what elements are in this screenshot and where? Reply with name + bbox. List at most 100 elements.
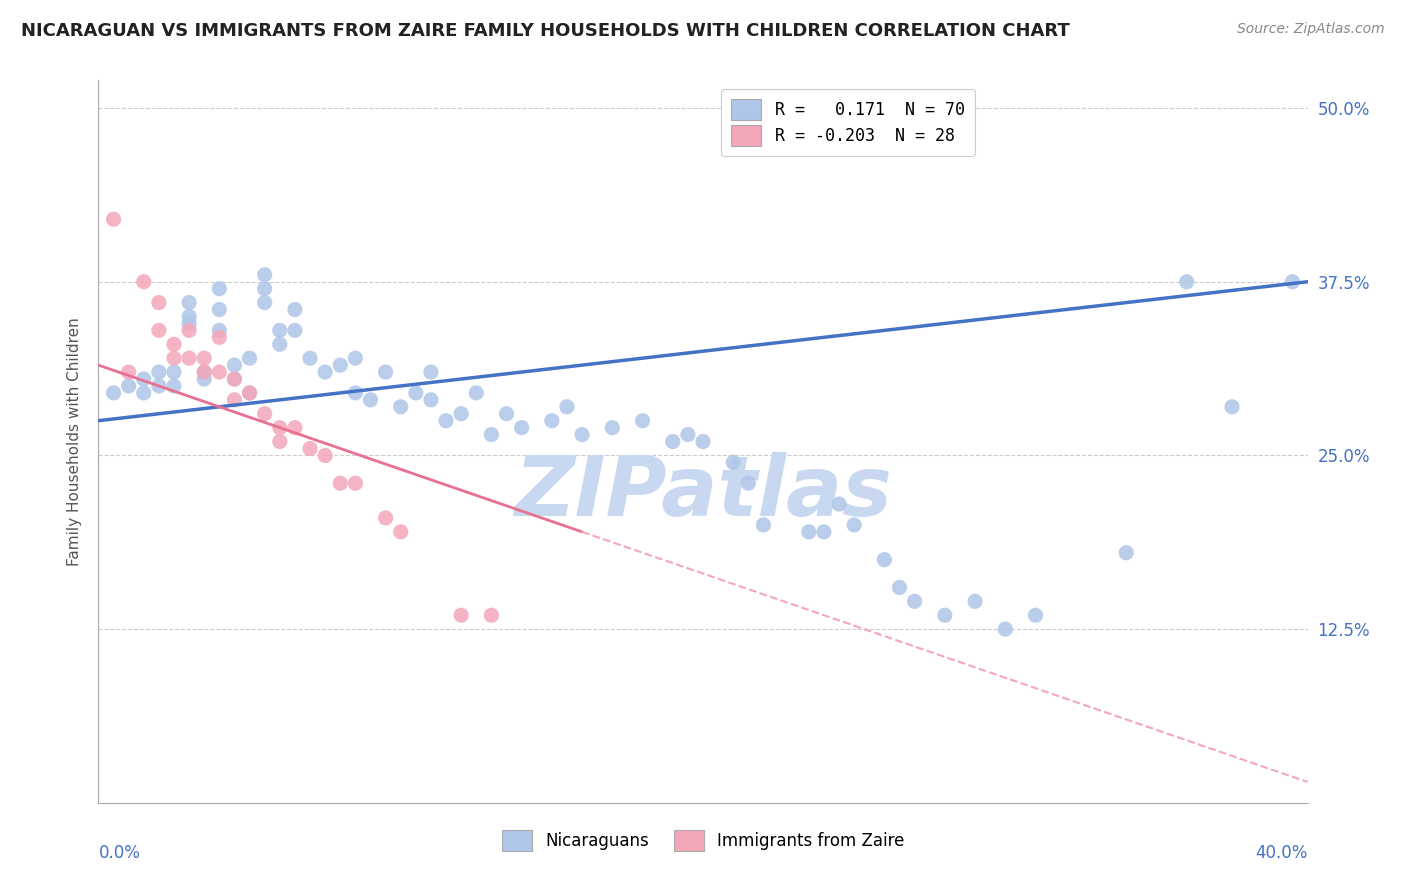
Point — [253, 295, 276, 310]
Point — [103, 212, 125, 227]
Point — [269, 323, 291, 337]
Y-axis label: Family Households with Children: Family Households with Children — [66, 318, 82, 566]
Point — [1220, 400, 1243, 414]
Point — [224, 372, 246, 386]
Point — [163, 351, 186, 366]
Point — [118, 379, 141, 393]
Point — [571, 427, 593, 442]
Point — [118, 365, 141, 379]
Point — [934, 608, 956, 623]
Point — [904, 594, 927, 608]
Point — [889, 581, 911, 595]
Point — [314, 365, 336, 379]
Point — [193, 365, 215, 379]
Point — [253, 282, 276, 296]
Text: Source: ZipAtlas.com: Source: ZipAtlas.com — [1237, 22, 1385, 37]
Point — [269, 420, 291, 434]
Point — [329, 476, 352, 491]
Point — [253, 407, 276, 421]
Point — [344, 351, 367, 366]
Point — [994, 622, 1017, 636]
Point — [1281, 275, 1303, 289]
Point — [179, 310, 201, 324]
Point — [797, 524, 820, 539]
Point — [208, 282, 231, 296]
Point — [1175, 275, 1198, 289]
Point — [344, 476, 367, 491]
Point — [253, 268, 276, 282]
Point — [481, 427, 503, 442]
Point — [284, 420, 307, 434]
Point — [965, 594, 987, 608]
Point — [314, 449, 336, 463]
Point — [450, 608, 472, 623]
Point — [374, 511, 396, 525]
Point — [555, 400, 578, 414]
Point — [193, 351, 215, 366]
Point — [179, 295, 201, 310]
Point — [360, 392, 382, 407]
Point — [661, 434, 683, 449]
Point — [844, 517, 866, 532]
Point — [132, 275, 155, 289]
Text: 0.0%: 0.0% — [98, 845, 141, 863]
Point — [344, 385, 367, 400]
Point — [540, 414, 562, 428]
Point — [1115, 546, 1137, 560]
Point — [239, 385, 262, 400]
Point — [676, 427, 699, 442]
Point — [828, 497, 851, 511]
Point — [103, 385, 125, 400]
Point — [179, 317, 201, 331]
Point — [631, 414, 654, 428]
Point — [284, 302, 307, 317]
Point — [329, 358, 352, 372]
Point — [132, 372, 155, 386]
Point — [434, 414, 457, 428]
Point — [284, 323, 307, 337]
Point — [208, 302, 231, 317]
Point — [299, 442, 322, 456]
Point — [239, 351, 262, 366]
Point — [208, 323, 231, 337]
Point — [148, 379, 170, 393]
Text: 40.0%: 40.0% — [1256, 845, 1308, 863]
Point — [299, 351, 322, 366]
Point — [389, 524, 412, 539]
Point — [208, 330, 231, 344]
Text: ZIPatlas: ZIPatlas — [515, 451, 891, 533]
Legend: Nicaraguans, Immigrants from Zaire: Nicaraguans, Immigrants from Zaire — [494, 822, 912, 860]
Point — [602, 420, 624, 434]
Point — [450, 407, 472, 421]
Point — [737, 476, 759, 491]
Point — [752, 517, 775, 532]
Point — [148, 295, 170, 310]
Point — [269, 434, 291, 449]
Point — [813, 524, 835, 539]
Point — [193, 365, 215, 379]
Point — [224, 372, 246, 386]
Point — [239, 385, 262, 400]
Point — [179, 351, 201, 366]
Point — [224, 358, 246, 372]
Point — [163, 365, 186, 379]
Point — [510, 420, 533, 434]
Point — [1024, 608, 1046, 623]
Point — [405, 385, 427, 400]
Point — [420, 392, 443, 407]
Point — [163, 379, 186, 393]
Point — [148, 323, 170, 337]
Point — [224, 392, 246, 407]
Point — [495, 407, 517, 421]
Point — [148, 365, 170, 379]
Point — [873, 552, 896, 566]
Point — [465, 385, 488, 400]
Point — [692, 434, 714, 449]
Point — [269, 337, 291, 351]
Point — [132, 385, 155, 400]
Point — [420, 365, 443, 379]
Point — [179, 323, 201, 337]
Point — [389, 400, 412, 414]
Point — [208, 365, 231, 379]
Text: NICARAGUAN VS IMMIGRANTS FROM ZAIRE FAMILY HOUSEHOLDS WITH CHILDREN CORRELATION : NICARAGUAN VS IMMIGRANTS FROM ZAIRE FAMI… — [21, 22, 1070, 40]
